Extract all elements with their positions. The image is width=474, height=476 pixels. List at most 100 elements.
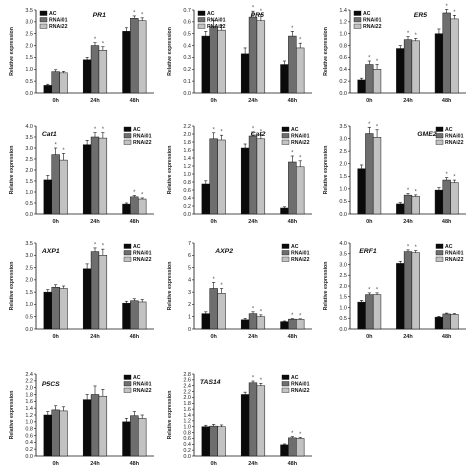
- chart-title: ERF1: [359, 248, 377, 255]
- x-tick-label: 24h: [90, 461, 100, 467]
- significance-marker: *: [291, 151, 294, 157]
- bar-rnai22: [372, 137, 382, 215]
- bar-rnai01: [365, 64, 374, 94]
- x-tick-label: 24h: [90, 334, 100, 340]
- bar-rnai22: [256, 385, 266, 457]
- significance-marker: *: [133, 190, 136, 196]
- y-tick-label: 3.0: [339, 262, 347, 268]
- bar-ac: [122, 203, 131, 215]
- bar-rnai01: [51, 286, 60, 330]
- bar-rnai22: [138, 20, 147, 94]
- legend-label: RNAi01: [133, 251, 152, 257]
- bar-ac: [280, 321, 289, 330]
- legend-swatch-ac: [281, 243, 290, 249]
- bar-rnai22: [411, 252, 420, 330]
- legend-label: RNAi22: [291, 388, 310, 394]
- y-tick-label: 1.8: [183, 401, 191, 407]
- chart-panel-axp1: 0.0 0.5 1.0 1.5 2.0 2.5 3.0 3.5 Relative express…: [9, 241, 154, 340]
- y-tick-label: 7: [188, 241, 191, 247]
- y-tick-label: 2.6: [183, 378, 191, 384]
- chart-panel-cat2: 0.0 0.2 0.4 0.6 0.8 1.0 1.2 1.4 1.6 1.8 2.0 2.2 Rela…: [167, 124, 312, 225]
- bar-rnai01: [130, 196, 139, 215]
- y-tick-label: 0.5: [339, 199, 347, 205]
- bar-rnai22: [59, 410, 68, 457]
- chart-title: ER5: [414, 12, 427, 19]
- y-tick-label: 0.4: [183, 442, 191, 448]
- significance-marker: *: [220, 130, 223, 136]
- legend-label: RNAi22: [291, 140, 310, 146]
- bar-rnai01: [288, 318, 297, 330]
- bar-ac: [396, 263, 405, 330]
- bar-rnai22: [372, 294, 382, 330]
- bar-rnai22: [296, 319, 305, 330]
- y-tick-label: 1.0: [25, 420, 33, 426]
- bar-rnai01: [442, 313, 451, 330]
- bar-rnai01: [248, 16, 258, 94]
- y-axis-label: Relative expression: [323, 27, 329, 76]
- legend-label: AC: [133, 244, 141, 250]
- legend-label: RNAi01: [445, 134, 464, 140]
- significance-marker: *: [407, 244, 410, 250]
- y-tick-label: 1.5: [339, 174, 347, 180]
- y-tick-label: 2.2: [183, 389, 191, 395]
- x-tick-label: 0h: [366, 219, 373, 225]
- legend-label: RNAi01: [207, 18, 226, 24]
- bar-rnai01: [209, 425, 218, 457]
- bar-ac: [122, 302, 131, 330]
- x-tick-label: 48h: [130, 461, 140, 467]
- y-tick-label: 3.5: [25, 135, 33, 141]
- legend-label: RNAi22: [207, 24, 226, 30]
- legend-swatch-rnai01: [39, 17, 48, 23]
- x-tick-label: 48h: [442, 98, 452, 104]
- significance-marker: *: [102, 244, 105, 250]
- x-tick-label: 0h: [210, 98, 217, 104]
- legend-swatch-ac: [353, 10, 362, 16]
- y-tick-label: 1.8: [183, 140, 191, 146]
- legend-swatch-ac: [435, 243, 444, 249]
- y-tick-label: 1.6: [183, 148, 191, 154]
- bar-rnai01: [209, 26, 218, 94]
- y-tick-label: 0.8: [25, 426, 33, 432]
- significance-marker: *: [252, 306, 255, 312]
- significance-marker: *: [376, 59, 379, 65]
- bar-ac: [240, 319, 250, 330]
- chart-panel-pr1: 0.0 0.5 1.0 1.5 2.0 2.5 3.0 3.5 Relative express…: [9, 8, 154, 104]
- y-tick-label: 0.0: [25, 212, 33, 218]
- legend-swatch-rnai01: [123, 250, 132, 256]
- significance-marker: *: [445, 172, 448, 178]
- y-tick-label: 3.5: [339, 252, 347, 258]
- significance-marker: *: [212, 127, 215, 133]
- significance-marker: *: [291, 313, 294, 319]
- y-tick-label: 1.0: [183, 425, 191, 431]
- bar-rnai01: [248, 313, 258, 330]
- legend-label: AC: [363, 11, 371, 17]
- bar-ac: [434, 33, 444, 94]
- x-tick-label: 24h: [248, 461, 258, 467]
- significance-marker: *: [260, 378, 263, 384]
- bar-rnai01: [403, 194, 413, 215]
- bar-rnai01: [248, 135, 258, 215]
- legend-label: RNAi01: [291, 134, 310, 140]
- chart-title: AXP2: [214, 248, 233, 255]
- x-tick-label: 0h: [52, 219, 59, 225]
- bar-rnai22: [59, 159, 68, 215]
- y-tick-label: 0.6: [183, 188, 191, 194]
- bar-ac: [201, 313, 210, 330]
- bar-rnai01: [90, 394, 100, 457]
- legend-label: AC: [445, 127, 453, 133]
- significance-marker: *: [368, 287, 371, 293]
- x-tick-label: 24h: [248, 219, 258, 225]
- y-tick-label: 0.4: [183, 196, 191, 202]
- legend-swatch-rnai22: [197, 23, 206, 29]
- x-tick-label: 24h: [403, 334, 413, 340]
- legend-swatch-ac: [39, 10, 48, 16]
- bar-rnai01: [90, 136, 100, 215]
- legend-label: AC: [207, 11, 215, 17]
- y-tick-label: 0.5: [183, 32, 191, 38]
- bar-rnai22: [256, 316, 266, 330]
- y-tick-label: 2.4: [183, 384, 191, 390]
- chart-title: Cat2: [251, 131, 266, 138]
- significance-marker: *: [133, 10, 136, 16]
- y-tick-label: 1.2: [183, 419, 191, 425]
- bar-ac: [357, 168, 366, 215]
